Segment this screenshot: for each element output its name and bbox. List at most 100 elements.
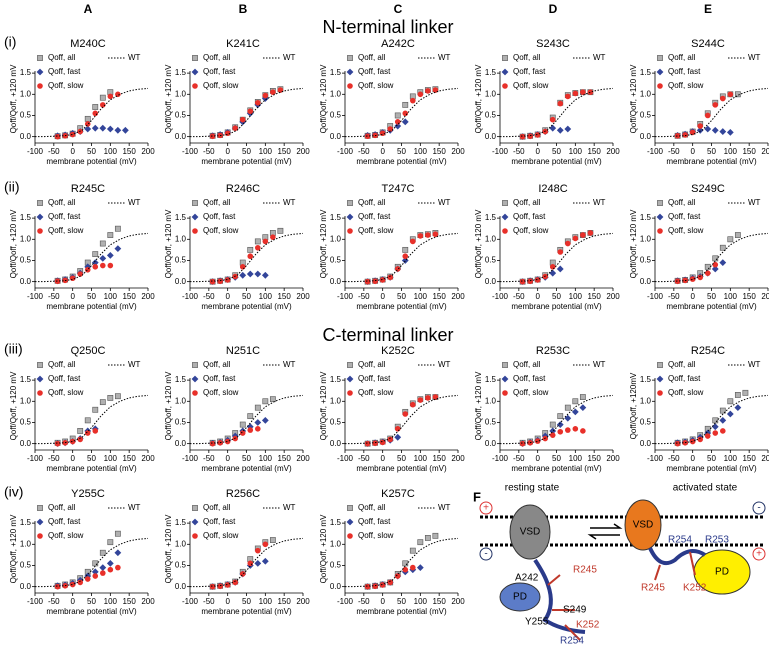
y-tick-label: 1.0 xyxy=(330,89,342,98)
legend-marker xyxy=(192,390,198,396)
point xyxy=(364,583,371,590)
legend-marker xyxy=(37,362,43,368)
chart-panel: 0.0 0.5 1.0 1.5 -100 -50 0 50 100 150 200 membrane … xyxy=(319,345,465,473)
x-tick-label: -100 xyxy=(182,147,199,156)
legend-label: Qoff, all xyxy=(48,360,76,369)
legend-label: Qoff, all xyxy=(668,360,696,369)
y-tick-label: 0.0 xyxy=(20,582,32,591)
legend-label: Qoff, slow xyxy=(668,388,704,397)
y-axis-label: Qoff/Qoff, +120 mV xyxy=(9,371,18,441)
x-tick-label: 50 xyxy=(87,292,96,301)
residue-label: R245 xyxy=(573,565,597,576)
legend-label: Qoff, all xyxy=(513,53,541,62)
x-tick-label: -100 xyxy=(337,147,354,156)
legend-marker xyxy=(656,213,664,221)
legend-marker xyxy=(191,518,199,526)
legend-marker xyxy=(657,228,663,234)
charge-icon xyxy=(752,501,766,515)
legend-label: Qoff, fast xyxy=(203,374,236,383)
x-tick-label: 150 xyxy=(122,597,136,606)
point xyxy=(91,124,99,132)
legend-label: Qoff, slow xyxy=(48,388,84,397)
legend-marker xyxy=(37,533,43,539)
chart-panel: 0.0 0.5 1.0 1.5 -100 -50 0 50 100 150 200 membrane … xyxy=(9,38,155,166)
x-tick-label: -50 xyxy=(358,147,370,156)
x-tick-label: 0 xyxy=(70,147,75,156)
point xyxy=(557,249,564,255)
x-tick-label: 50 xyxy=(242,597,251,606)
point xyxy=(719,259,727,266)
x-tick-label: 100 xyxy=(259,454,273,463)
chart-panel: 0.0 0.5 1.0 1.5 -100 -50 0 50 100 150 200 membrane … xyxy=(9,488,155,616)
chart-panel: 0.0 0.5 1.0 1.5 -100 -50 0 50 100 150 200 membrane … xyxy=(9,345,155,473)
x-tick-label: 50 xyxy=(242,292,251,301)
x-tick-label: -50 xyxy=(668,454,680,463)
y-axis-label: Qoff/Qoff, +120 mV xyxy=(319,209,328,279)
residue-label: K252 xyxy=(576,620,600,631)
point xyxy=(682,132,688,138)
x-tick-label: -100 xyxy=(182,597,199,606)
point xyxy=(217,583,223,590)
domain-label: PD xyxy=(513,592,527,603)
point xyxy=(84,121,91,127)
point xyxy=(114,245,122,253)
point xyxy=(232,579,238,586)
legend-label: WT xyxy=(128,503,141,512)
y-tick-label: 0.5 xyxy=(175,561,187,570)
point xyxy=(571,408,579,416)
point xyxy=(394,266,401,272)
chart-panel: 0.0 0.5 1.0 1.5 -100 -50 0 50 100 150 200 membrane … xyxy=(474,38,620,166)
point xyxy=(549,269,557,277)
domain-label: PD xyxy=(715,567,729,578)
point xyxy=(727,91,734,98)
x-tick-label: 0 xyxy=(380,454,385,463)
point xyxy=(239,430,246,436)
legend-label: Qoff, all xyxy=(203,360,231,369)
y-tick-label: 1.5 xyxy=(20,213,32,222)
legend-marker xyxy=(502,83,508,89)
point xyxy=(54,133,61,140)
legend-marker xyxy=(657,83,663,89)
point xyxy=(519,440,526,447)
x-axis-label: membrane potential (mV) xyxy=(46,464,137,473)
point xyxy=(719,407,726,414)
y-tick-label: 1.5 xyxy=(175,375,187,384)
point xyxy=(394,426,401,432)
legend-marker xyxy=(347,533,353,539)
point xyxy=(387,579,394,586)
x-tick-label: 200 xyxy=(296,147,310,156)
legend-marker xyxy=(36,68,44,76)
point xyxy=(674,440,681,447)
x-tick-label: 100 xyxy=(569,454,583,463)
point xyxy=(527,133,533,140)
legend-marker xyxy=(347,362,353,368)
point xyxy=(394,122,402,130)
column-label: A xyxy=(84,2,93,16)
chart-panel: 0.0 0.5 1.0 1.5 -100 -50 0 50 100 150 200 membrane … xyxy=(164,38,310,166)
x-tick-label: 50 xyxy=(397,292,406,301)
point xyxy=(549,421,556,428)
residue-label: Y255 xyxy=(525,617,549,628)
legend-marker xyxy=(347,228,353,234)
x-tick-label: 150 xyxy=(587,292,601,301)
point xyxy=(99,254,107,262)
vsd-shape xyxy=(624,499,662,551)
point xyxy=(106,125,114,133)
y-tick-label: 0.5 xyxy=(330,111,342,120)
charge-sign: + xyxy=(483,503,489,514)
x-tick-label: -100 xyxy=(337,597,354,606)
legend-marker xyxy=(192,228,198,234)
section-title: N-terminal linker xyxy=(322,17,453,37)
x-axis-label: membrane potential (mV) xyxy=(511,464,602,473)
legend-marker xyxy=(36,375,44,383)
linker xyxy=(533,558,586,634)
y-tick-label: 0.5 xyxy=(485,111,497,120)
point xyxy=(425,88,431,94)
y-tick-label: 0.0 xyxy=(485,132,497,141)
linker xyxy=(648,547,707,565)
x-tick-label: -50 xyxy=(358,292,370,301)
point xyxy=(100,262,106,269)
point xyxy=(224,582,231,588)
legend-marker xyxy=(347,200,353,206)
y-tick-label: 0.0 xyxy=(175,277,187,286)
